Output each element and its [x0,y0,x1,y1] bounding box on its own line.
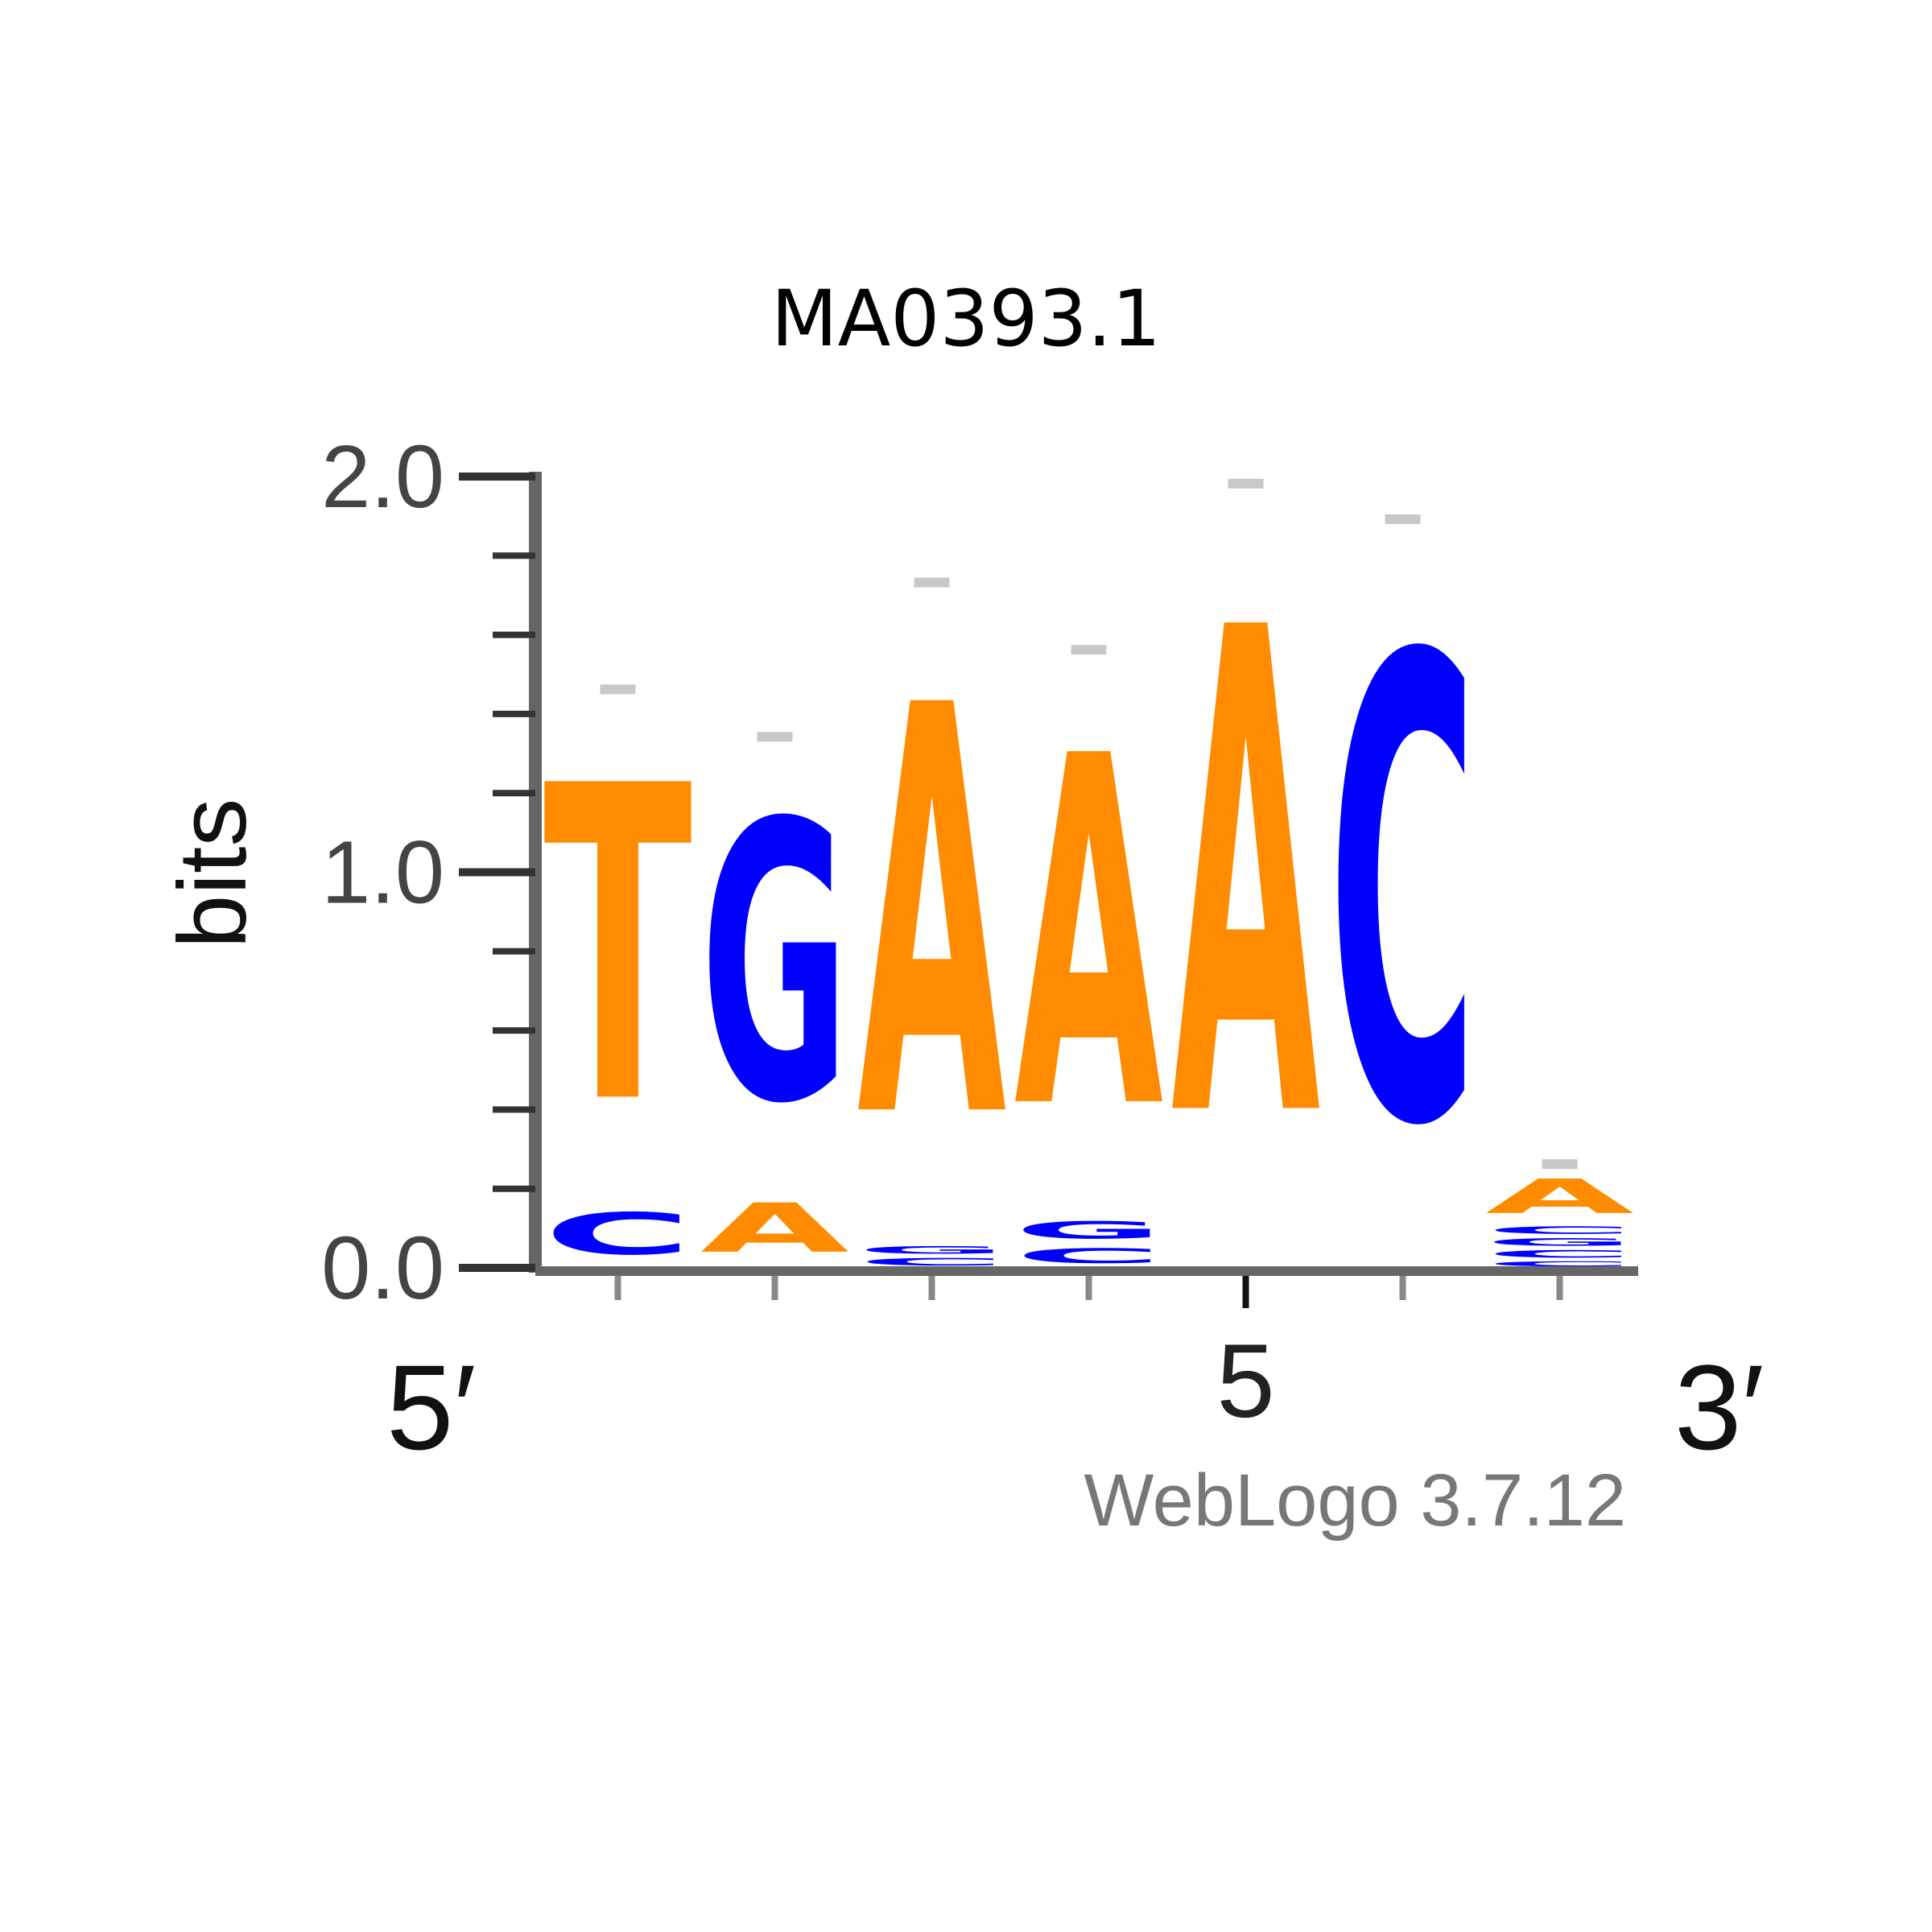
logo-letter-c-pos1: C [543,1201,692,1268]
y-axis-label: bits [159,799,266,949]
y-tick-label: 0.0 [321,1219,444,1318]
error-bar [914,577,950,588]
logo-letter-c-pos7: C [1485,1260,1634,1268]
five-prime-label: 5′ [386,1340,477,1475]
y-tick-label: 1.0 [321,824,444,923]
logo-letter-c-pos7: C [1485,1224,1634,1236]
logo-letter-t-pos1: T [543,696,693,1199]
logo-letter-a-pos2: A [700,1189,849,1268]
error-bar [1071,645,1107,655]
logo-letter-a-pos5: A [1171,490,1322,1265]
logo-letter-g-pos7: G [1485,1236,1634,1249]
error-bar [757,732,793,742]
chart-title: MA0393.1 [770,274,1162,364]
logo-letter-a-pos3: A [857,588,1008,1242]
logo-letter-c-pos7: C [1485,1248,1634,1260]
error-bar [1228,478,1264,489]
three-prime-label: 3′ [1674,1340,1765,1475]
error-bar [1542,1159,1578,1170]
error-bar [1385,514,1421,524]
error-bar [600,684,636,695]
logo-letter-g-pos4: G [1014,1216,1163,1244]
weblogo-credit: WebLogo 3.7.12 [1084,1459,1626,1542]
logo-letter-c-pos4: C [1014,1245,1163,1268]
logo-letter-g-pos2: G [700,742,849,1187]
x-tick-label: 5 [1216,1322,1274,1439]
logo-letter-c-pos3: C [857,1256,1006,1268]
logo-letter-a-pos7: A [1485,1169,1634,1224]
logo-letter-c-pos6: C [1328,526,1477,1266]
y-tick-label: 2.0 [321,427,444,526]
logo-letter-g-pos3: G [857,1245,1006,1257]
logo-letter-a-pos4: A [1014,656,1165,1215]
